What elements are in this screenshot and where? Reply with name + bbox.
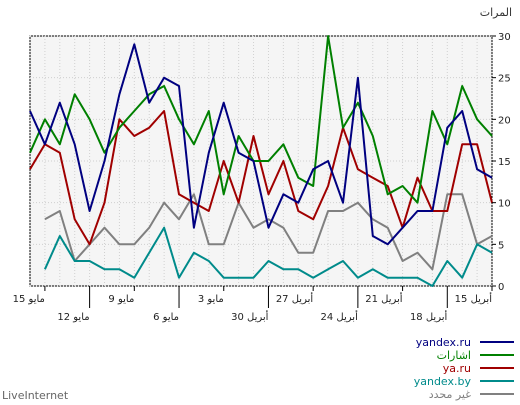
y-tick-label: 0 <box>498 282 504 293</box>
x-tick-label: 3 مايو <box>198 294 224 305</box>
x-tick-label: 24 أبريل <box>321 310 359 323</box>
x-axis: 15 أبريل 18 أبريل 21 أبريل 24 أبريل 27 أبريل… <box>13 286 493 323</box>
x-tick-label: 12 مايو <box>57 312 89 323</box>
y-tick-label: 10 <box>498 199 511 210</box>
x-tick-label: 18 أبريل <box>410 310 448 323</box>
y-tick-label: 25 <box>498 74 511 85</box>
x-tick-label: 27 أبريل <box>276 292 314 305</box>
footer-brand: LiveInternet <box>2 389 69 402</box>
x-tick-label: 6 مايو <box>153 312 179 323</box>
y-tick-label: 5 <box>498 240 504 251</box>
legend-label-0: yandex.ru <box>416 336 471 349</box>
x-tick-label: 21 أبريل <box>365 292 403 305</box>
x-tick-label: 15 أبريل <box>455 292 493 305</box>
series-lines <box>29 35 493 287</box>
legend-label-1: اشارات <box>437 349 471 362</box>
legend-label-3: yandex.by <box>414 375 472 388</box>
y-tick-label: 30 <box>498 32 511 43</box>
series-line-0 <box>29 43 493 246</box>
y-tick-label: 20 <box>498 115 511 126</box>
x-tick-label: 30 أبريل <box>231 310 269 323</box>
y-axis-label: المرات <box>480 6 512 19</box>
y-tick-label: 15 <box>498 157 511 168</box>
x-tick-label: 9 مايو <box>108 294 134 305</box>
legend-label-2: ya.ru <box>443 362 471 375</box>
x-tick-label: 15 مايو <box>13 294 45 305</box>
series-line-4 <box>44 193 493 271</box>
y-axis: 0 5 10 15 20 25 30 <box>492 32 511 293</box>
legend-label-4: غير محدد <box>429 388 472 401</box>
series-line-3 <box>43 226 493 287</box>
series-line-2 <box>29 110 493 246</box>
